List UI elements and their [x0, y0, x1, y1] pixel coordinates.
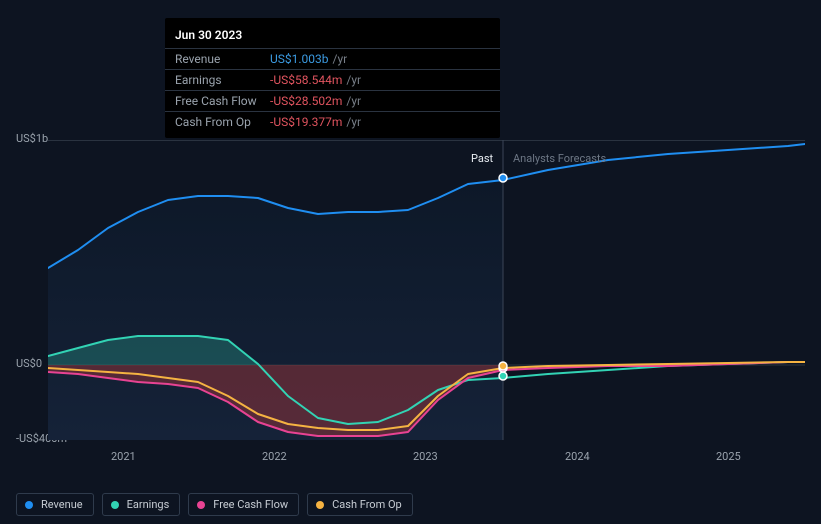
tooltip-row-label: Free Cash Flow	[175, 93, 270, 109]
legend-item[interactable]: Earnings	[102, 493, 181, 516]
legend-dot-icon	[111, 501, 119, 509]
legend-item[interactable]: Free Cash Flow	[188, 493, 299, 516]
legend-item[interactable]: Revenue	[16, 493, 94, 516]
tooltip-date: Jun 30 2023	[165, 24, 500, 48]
tooltip-row: Earnings-US$58.544m/yr	[165, 69, 500, 90]
chart-legend: Revenue Earnings Free Cash Flow Cash From O…	[16, 493, 413, 516]
tooltip-row: Cash From Op-US$19.377m/yr	[165, 111, 500, 132]
chart-plot-area[interactable]: Past Analysts Forecasts	[48, 140, 805, 440]
x-axis-label: 2024	[565, 450, 590, 463]
legend-item[interactable]: Cash From Op	[307, 493, 413, 516]
x-axis-label: 2025	[716, 450, 741, 463]
tooltip-row-value: -US$19.377m	[270, 114, 342, 130]
forecast-label: Analysts Forecasts	[513, 152, 606, 165]
tooltip-row-label: Cash From Op	[175, 114, 270, 130]
y-axis-label: US$1b	[16, 132, 48, 145]
revenue-chart: US$1bUS$0-US$400m Past Analysts Forecast…	[16, 120, 805, 470]
tooltip-row: RevenueUS$1.003b/yr	[165, 48, 500, 69]
legend-label: Free Cash Flow	[213, 498, 288, 511]
legend-label: Revenue	[41, 498, 83, 511]
legend-dot-icon	[316, 501, 324, 509]
legend-label: Earnings	[127, 498, 170, 511]
tooltip-row-label: Earnings	[175, 72, 270, 88]
tooltip-row-value: US$1.003b	[270, 51, 329, 67]
legend-dot-icon	[25, 501, 33, 509]
tooltip-row-unit: /yr	[346, 93, 361, 109]
tooltip-row-unit: /yr	[333, 51, 348, 67]
tooltip-row-value: -US$58.544m	[270, 72, 342, 88]
legend-dot-icon	[197, 501, 205, 509]
chart-tooltip: Jun 30 2023 RevenueUS$1.003b/yrEarnings-…	[165, 18, 500, 138]
tooltip-row-unit: /yr	[346, 114, 361, 130]
x-axis-label: 2023	[413, 450, 438, 463]
x-axis-label: 2021	[111, 450, 136, 463]
tooltip-row-label: Revenue	[175, 51, 270, 67]
tooltip-row-value: -US$28.502m	[270, 93, 342, 109]
chart-svg	[48, 140, 805, 440]
x-axis-label: 2022	[262, 450, 287, 463]
tooltip-row: Free Cash Flow-US$28.502m/yr	[165, 90, 500, 111]
past-label: Past	[471, 152, 493, 165]
y-axis-label: US$0	[16, 357, 42, 370]
legend-label: Cash From Op	[332, 498, 402, 511]
tooltip-row-unit: /yr	[346, 72, 361, 88]
